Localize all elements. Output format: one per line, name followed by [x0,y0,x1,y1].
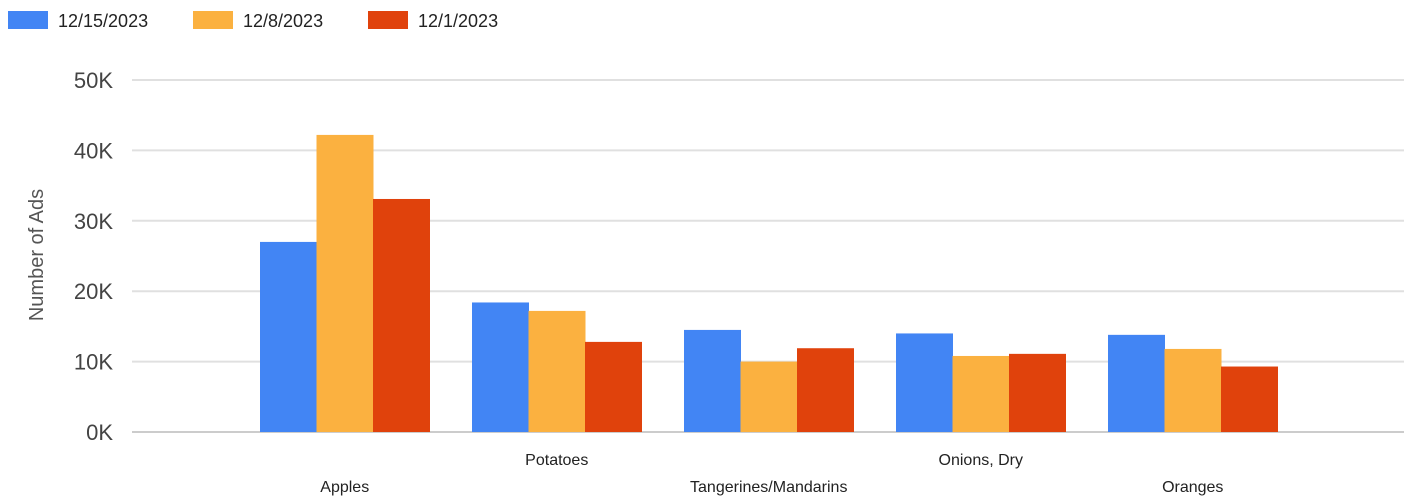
x-category-label-4: Onions, Dry [939,452,1023,469]
bar-1-3 [373,198,430,432]
bar-1-2 [316,134,374,433]
legend: 12/15/2023 12/8/2023 12/1/2023 [8,11,498,31]
bar-5-1 [1108,334,1165,432]
x-category-label-2: Potatoes [525,452,588,469]
y-axis-ticks: 0K 10K 20K 30K 40K 50K [74,68,113,445]
bar-2-3 [585,341,642,432]
y-tick-label-4: 40K [74,138,113,163]
bar-5-3 [1221,366,1278,432]
bars [260,134,1278,433]
x-category-label-3: Tangerines/Mandarins [690,479,847,496]
bar-5-2 [1164,348,1222,432]
legend-swatch-2 [193,11,233,29]
y-tick-label-0: 0K [86,420,113,445]
y-tick-label-2: 20K [74,279,113,304]
bar-2-1 [472,302,529,432]
x-category-label-5: Oranges [1162,479,1223,496]
y-axis-title: Number of Ads [26,189,48,321]
y-tick-label-3: 30K [74,209,113,234]
bar-3-3 [797,348,854,432]
legend-swatch-1 [8,11,48,29]
bar-4-1 [896,333,953,432]
x-category-label-1: Apples [320,479,369,496]
bar-2-2 [528,310,586,432]
legend-label-3: 12/1/2023 [418,11,498,31]
y-tick-label-1: 10K [74,350,113,375]
y-tick-label-5: 50K [74,68,113,93]
bar-4-3 [1009,353,1066,432]
legend-label-2: 12/8/2023 [243,11,323,31]
bar-4-2 [952,355,1010,432]
bar-1-1 [260,241,317,432]
bar-3-1 [684,329,741,432]
legend-label-1: 12/15/2023 [58,11,148,31]
x-axis-categories: Apples Potatoes Tangerines/Mandarins Onions… [320,452,1223,496]
bar-3-2 [740,361,798,432]
legend-swatch-3 [368,11,408,29]
